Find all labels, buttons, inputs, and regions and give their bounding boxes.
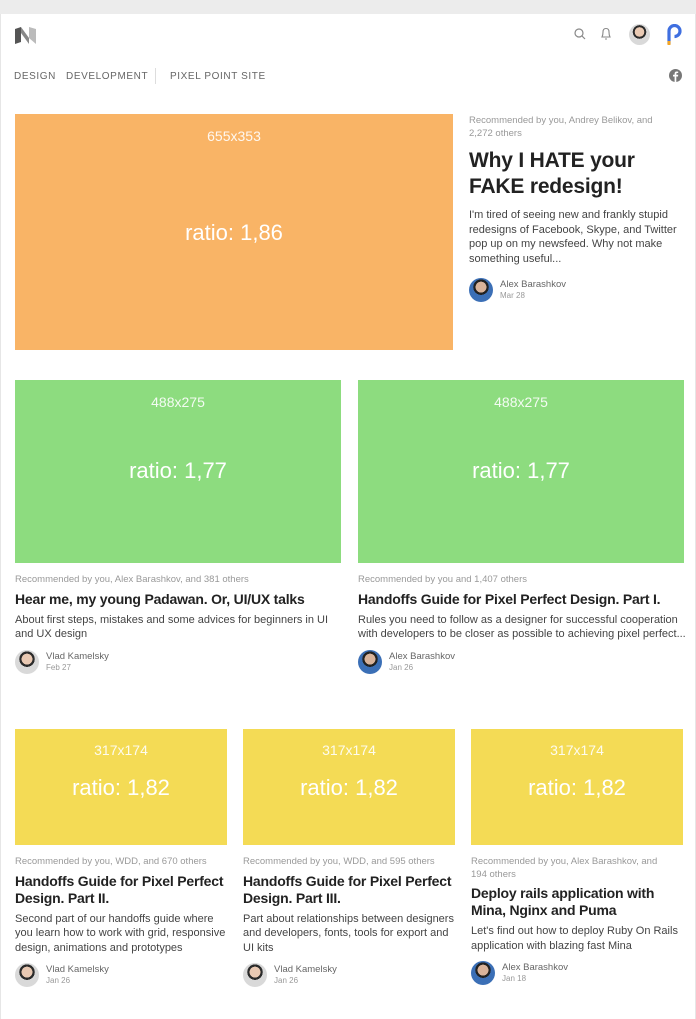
post-date: Jan 26 xyxy=(46,976,71,985)
page: DESIGN DEVELOPMENT PIXEL POINT SITE 655x… xyxy=(0,14,696,1019)
post-date: Feb 27 xyxy=(46,662,71,672)
author-avatar[interactable] xyxy=(243,963,267,987)
recommended-by: Recommended by you, Alex Barashkov, and … xyxy=(15,574,249,585)
post-card: Recommended by you, WDD, and 670 others … xyxy=(15,856,233,987)
post-excerpt[interactable]: I'm tired of seeing new and frankly stup… xyxy=(469,209,677,265)
nav-pixel-point-site[interactable]: PIXEL POINT SITE xyxy=(170,71,266,82)
author-avatar[interactable] xyxy=(471,961,495,985)
post-image[interactable]: 317x174 ratio: 1,82 xyxy=(15,729,227,845)
post-title[interactable]: Handoffs Guide for Pixel Perfect Design.… xyxy=(358,590,661,607)
post-card: Recommended by you, Alex Barashkov, and … xyxy=(15,574,343,674)
post-image[interactable]: 655x353 ratio: 1,86 xyxy=(15,114,453,350)
post-date: Jan 18 xyxy=(502,974,527,983)
pixelpoint-logo[interactable] xyxy=(666,24,682,46)
author-avatar[interactable] xyxy=(15,963,39,987)
post-card: Recommended by you, Alex Barashkov, and … xyxy=(471,856,689,985)
author-avatar[interactable] xyxy=(358,649,382,674)
facebook-icon[interactable] xyxy=(669,69,682,82)
author: Alex Barashkov Mar 28 xyxy=(469,278,566,302)
post-image[interactable]: 488x275 ratio: 1,77 xyxy=(15,380,341,563)
recommended-by: Recommended by you, Alex Barashkov, and … xyxy=(471,856,658,880)
author-avatar[interactable] xyxy=(15,649,39,674)
author-name[interactable]: Alex Barashkov xyxy=(500,279,567,290)
author-name[interactable]: Vlad Kamelsky xyxy=(46,964,109,975)
search-icon[interactable] xyxy=(574,28,586,40)
author-avatar[interactable] xyxy=(469,278,493,302)
post-title[interactable]: Handoffs Guide for Pixel Perfect Design.… xyxy=(15,872,224,906)
author: Alex Barashkov Jan 18 xyxy=(471,961,568,985)
author-name[interactable]: Alex Barashkov xyxy=(389,650,456,662)
post-excerpt[interactable]: About first steps, mistakes and some adv… xyxy=(15,613,329,641)
post-title[interactable]: Hear me, my young Padawan. Or, UI/UX tal… xyxy=(15,590,305,607)
post-image[interactable]: 317x174 ratio: 1,82 xyxy=(471,729,683,845)
post-excerpt[interactable]: Rules you need to follow as a designer f… xyxy=(358,613,686,641)
post-title[interactable]: Handoffs Guide for Pixel Perfect Design.… xyxy=(243,872,452,906)
recommended-by: Recommended by you and 1,407 others xyxy=(358,574,527,585)
post-title[interactable]: Deploy rails application with Mina, Ngin… xyxy=(471,885,655,918)
post-card: Recommended by you and 1,407 others Hand… xyxy=(358,574,691,674)
post-excerpt[interactable]: Part about relationships between designe… xyxy=(243,912,454,954)
author: Vlad Kamelsky Feb 27 xyxy=(15,649,109,674)
recommended-by: Recommended by you, Andrey Belikov, and … xyxy=(469,115,653,139)
author: Vlad Kamelsky Jan 26 xyxy=(243,963,337,987)
author: Vlad Kamelsky Jan 26 xyxy=(15,963,109,987)
post-excerpt[interactable]: Second part of our handoffs guide where … xyxy=(15,912,226,954)
author-name[interactable]: Vlad Kamelsky xyxy=(46,650,109,662)
post-image[interactable]: 317x174 ratio: 1,82 xyxy=(243,729,455,845)
recommended-by: Recommended by you, WDD, and 670 others xyxy=(15,856,207,867)
post-title[interactable]: Why I HATE your FAKE redesign! xyxy=(469,149,635,198)
medium-logo[interactable] xyxy=(15,27,37,44)
author-name[interactable]: Alex Barashkov xyxy=(502,962,569,973)
post-image[interactable]: 488x275 ratio: 1,77 xyxy=(358,380,684,563)
bell-icon[interactable] xyxy=(600,27,612,41)
post-excerpt[interactable]: Let's find out how to deploy Ruby On Rai… xyxy=(471,925,678,952)
nav-divider xyxy=(155,68,156,84)
post-date: Jan 26 xyxy=(389,662,414,672)
author: Alex Barashkov Jan 26 xyxy=(358,649,456,674)
post-card: Recommended by you, WDD, and 595 others … xyxy=(243,856,461,987)
author-name[interactable]: Vlad Kamelsky xyxy=(274,964,337,975)
recommended-by: Recommended by you, WDD, and 595 others xyxy=(243,856,435,867)
user-avatar[interactable] xyxy=(629,24,650,45)
nav-development[interactable]: DEVELOPMENT xyxy=(66,71,149,82)
nav-design[interactable]: DESIGN xyxy=(14,71,56,82)
post-date: Mar 28 xyxy=(500,291,525,300)
post-card: Recommended by you, Andrey Belikov, and … xyxy=(469,115,684,302)
post-date: Jan 26 xyxy=(274,976,299,985)
